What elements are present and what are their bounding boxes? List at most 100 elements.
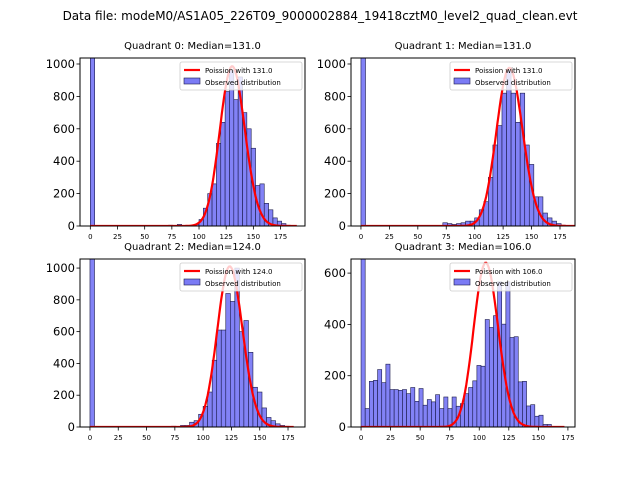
histogram-bar xyxy=(90,58,95,226)
histogram-bar xyxy=(397,390,403,427)
histogram-bar xyxy=(439,408,445,427)
histogram-bar xyxy=(211,183,217,226)
legend-box xyxy=(449,61,573,91)
y-tick-label: 1000 xyxy=(317,57,346,71)
legend: Poission with 131.0 Observed distribution xyxy=(179,61,303,91)
subplot-title: Quadrant 3: Median=106.0 xyxy=(395,242,532,253)
x-tick-label: 100 xyxy=(192,233,205,241)
x-tick-label: 125 xyxy=(225,434,238,442)
legend-box xyxy=(179,262,303,292)
x-tick-label: 75 xyxy=(167,233,176,241)
y-tick-label: 200 xyxy=(53,388,75,402)
histogram-bar xyxy=(472,380,478,427)
histogram-bar xyxy=(385,363,391,427)
subplot-quadrant-2: Quadrant 2: Median=124.0 0 25 50 75 100 125 150… xyxy=(46,242,306,442)
legend-box xyxy=(449,262,573,292)
legend-bar-swatch xyxy=(183,77,201,85)
y-tick-label: 600 xyxy=(53,325,75,339)
y-tick-label: 400 xyxy=(324,317,346,331)
histogram-bar xyxy=(381,382,387,427)
subplot-quadrant-3: Quadrant 3: Median=106.0 0 25 50 75 100 125 150… xyxy=(324,242,576,442)
y-tick-label: 0 xyxy=(68,219,75,233)
x-tick-label: 25 xyxy=(385,233,394,241)
x-tick-label: 175 xyxy=(274,233,287,241)
histogram-bar xyxy=(360,58,366,226)
histogram-bar xyxy=(224,91,230,226)
x-tick-label: 150 xyxy=(525,233,538,241)
axes-frame xyxy=(79,57,306,227)
histogram-bar xyxy=(207,391,213,427)
y-tick-label: 400 xyxy=(324,154,346,168)
y-tick-label: 600 xyxy=(324,122,346,136)
x-tick-label: 125 xyxy=(502,434,515,442)
x-tick-label: 150 xyxy=(532,434,545,442)
x-tick-label: 75 xyxy=(445,434,454,442)
histogram-bar xyxy=(225,293,231,427)
x-tick-label: 25 xyxy=(113,233,122,241)
y-tick-label: 200 xyxy=(324,187,346,201)
histogram-bar xyxy=(406,393,411,427)
legend-label-poisson: Poission with 124.0 xyxy=(205,268,273,276)
x-tick-label: 50 xyxy=(416,434,425,442)
y-tick-label: 600 xyxy=(53,122,75,136)
x-tick-label: 150 xyxy=(247,233,260,241)
histogram-bar xyxy=(364,408,370,427)
poisson-curve xyxy=(90,65,297,226)
histogram-bar xyxy=(526,405,531,427)
legend: Poission with 131.0 Observed distribution xyxy=(449,61,573,91)
legend-box xyxy=(179,61,303,91)
histogram-bar xyxy=(484,319,490,427)
subplot-title: Quadrant 2: Median=124.0 xyxy=(124,242,261,253)
histogram-bar xyxy=(468,387,474,427)
histogram-bar xyxy=(510,92,516,226)
x-tick-label: 25 xyxy=(114,434,123,442)
plot-area xyxy=(89,259,294,427)
y-tick-label: 800 xyxy=(53,293,75,307)
histogram-bar xyxy=(522,381,527,427)
legend-label-poisson: Poission with 106.0 xyxy=(475,268,543,276)
histogram-bar xyxy=(377,369,383,427)
x-tick-label: 175 xyxy=(561,434,574,442)
y-tick-label: 0 xyxy=(339,420,346,434)
x-tick-label: 125 xyxy=(220,233,233,241)
x-tick-label: 0 xyxy=(88,434,92,442)
x-tick-label: 50 xyxy=(142,434,151,442)
histogram-bar xyxy=(393,389,399,427)
histogram-bar xyxy=(489,327,494,427)
histogram-bar xyxy=(431,401,436,427)
histogram-bar xyxy=(373,380,378,427)
histogram-bar xyxy=(538,414,544,427)
x-tick-label: 175 xyxy=(281,434,294,442)
y-tick-label: 0 xyxy=(68,420,75,434)
histogram-bar xyxy=(216,329,222,427)
legend-label-poisson: Poission with 131.0 xyxy=(475,67,543,75)
legend-label-observed: Observed distribution xyxy=(205,79,281,87)
histogram-bar xyxy=(480,365,486,427)
legend-label-observed: Observed distribution xyxy=(205,280,281,288)
histogram-bar xyxy=(369,381,374,427)
y-tick-label: 600 xyxy=(324,266,346,280)
y-tick-label: 200 xyxy=(324,369,346,383)
histogram-bar xyxy=(220,122,226,226)
histogram-bar xyxy=(506,70,512,226)
x-tick-label: 0 xyxy=(359,434,363,442)
x-tick-label: 175 xyxy=(553,233,566,241)
plot-area xyxy=(360,58,575,226)
histogram-bar xyxy=(281,223,287,226)
y-tick-label: 400 xyxy=(53,154,75,168)
y-tick-label: 400 xyxy=(53,356,75,370)
y-tick-label: 800 xyxy=(53,89,75,103)
poisson-curve xyxy=(361,66,575,226)
histogram-bar xyxy=(530,404,536,427)
histogram-bar xyxy=(360,259,366,427)
histogram-bar xyxy=(546,424,552,427)
histogram-bar xyxy=(410,387,416,427)
poisson-curve xyxy=(90,265,294,427)
x-tick-label: 75 xyxy=(170,434,179,442)
histogram-bar xyxy=(402,389,407,427)
subplot-quadrant-0: Quadrant 0: Median=131.0 0 25 50 75 100 125 150… xyxy=(46,41,306,241)
histogram-bar xyxy=(229,70,235,226)
histogram-bar xyxy=(476,365,482,427)
histogram-bar xyxy=(230,301,236,427)
